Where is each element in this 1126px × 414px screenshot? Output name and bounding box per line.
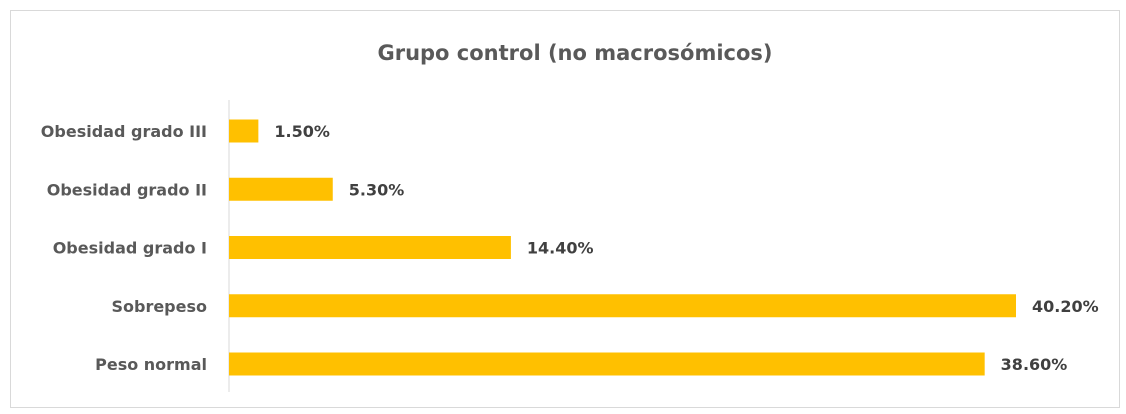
- category-label-2: Obesidad grado I: [53, 239, 207, 258]
- bar-4: [229, 352, 985, 376]
- category-label-0: Obesidad grado III: [41, 122, 207, 141]
- data-label-0: 1.50%: [274, 122, 330, 141]
- bars-group: Obesidad grado III 1.50% Obesidad grado II…: [41, 119, 1099, 376]
- chart-title: Grupo control (no macrosómicos): [377, 41, 772, 65]
- bar-3: [229, 294, 1016, 318]
- bar-2: [229, 236, 511, 259]
- category-label-3: Sobrepeso: [111, 297, 207, 316]
- chart-frame: [10, 10, 1120, 408]
- data-label-1: 5.30%: [349, 180, 405, 199]
- data-label-4: 38.60%: [1001, 355, 1068, 374]
- data-label-2: 14.40%: [527, 239, 594, 258]
- data-label-3: 40.20%: [1032, 297, 1099, 316]
- category-label-4: Peso normal: [95, 355, 207, 374]
- bar-0: [229, 119, 259, 143]
- category-label-1: Obesidad grado II: [47, 180, 207, 199]
- bar-1: [229, 177, 333, 201]
